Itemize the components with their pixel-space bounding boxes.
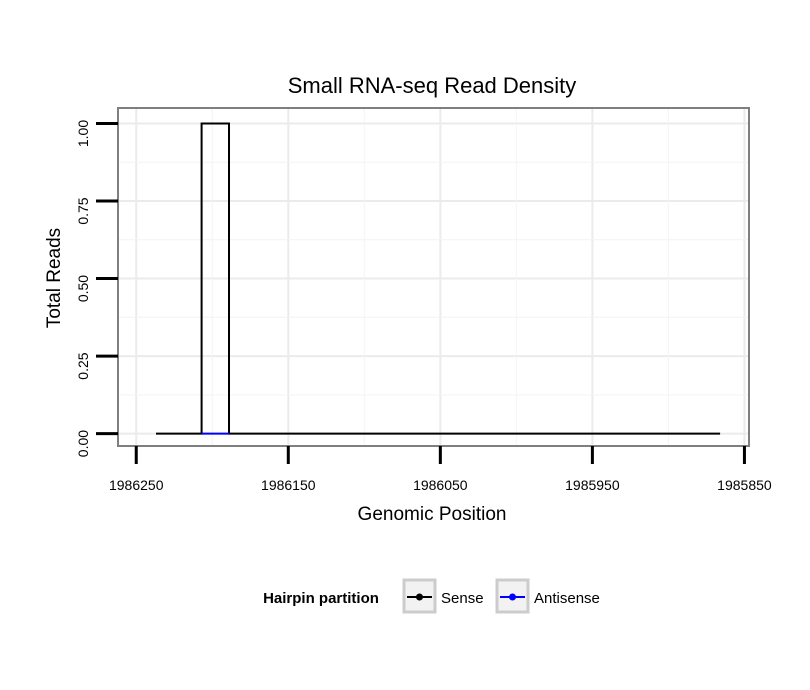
x-tick-label: 1986250 bbox=[109, 477, 164, 493]
axes: 1986250 1986150 1986050 1985950 1985850 0.00 0… bbox=[75, 120, 772, 493]
y-tick-label: 0.25 bbox=[75, 352, 91, 379]
y-tick-label: 0.50 bbox=[75, 275, 91, 302]
plot-border bbox=[117, 107, 750, 447]
legend-label: Antisense bbox=[534, 590, 600, 607]
y-tick-label: 1.00 bbox=[75, 120, 91, 147]
y-tick-label: 0.75 bbox=[75, 197, 91, 224]
x-axis-title: Genomic Position bbox=[358, 504, 507, 525]
series-line-sense bbox=[156, 122, 721, 435]
legend-title: Hairpin partition bbox=[263, 590, 379, 607]
chart-title: Small RNA-seq Read Density bbox=[288, 73, 577, 98]
legend-key-point bbox=[416, 593, 423, 601]
legend-items: Sense Antisense bbox=[402, 578, 600, 614]
legend-key-point bbox=[509, 593, 516, 601]
legend-item-sense: Sense bbox=[402, 578, 484, 614]
legend-item-antisense: Antisense bbox=[495, 578, 600, 614]
y-tick-label: 0.00 bbox=[75, 430, 91, 457]
y-axis-title: Total Reads bbox=[44, 228, 65, 328]
legend: Hairpin partition Sense Antisense bbox=[263, 578, 600, 614]
x-tick-label: 1986050 bbox=[413, 477, 468, 493]
legend-label: Sense bbox=[441, 590, 484, 607]
x-tick-label: 1985850 bbox=[717, 477, 772, 493]
x-tick-label: 1985950 bbox=[565, 477, 620, 493]
series-layer bbox=[156, 122, 721, 435]
x-tick-label: 1986150 bbox=[261, 477, 316, 493]
grid bbox=[118, 108, 749, 446]
